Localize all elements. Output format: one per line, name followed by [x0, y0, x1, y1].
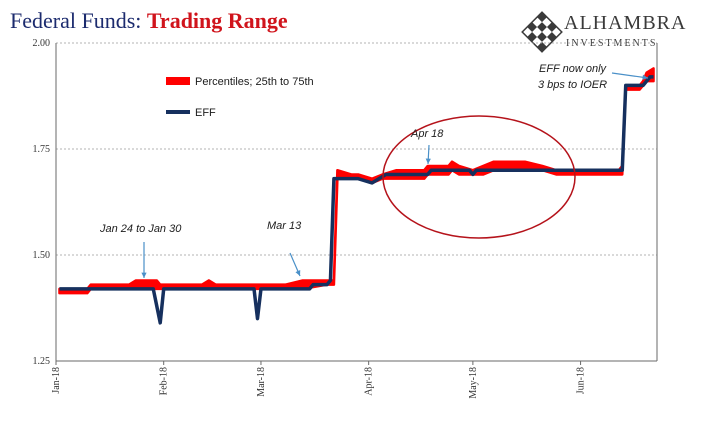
highlight-ellipse: [382, 115, 576, 239]
annotation-eff-now-line1: EFF now only: [539, 63, 608, 75]
annotation-mar13: Mar 13: [267, 220, 302, 232]
x-tick-label: Apr-18: [364, 367, 375, 396]
annotation-arrow-head: [642, 74, 648, 80]
x-tick-label: Feb-18: [159, 367, 170, 395]
page-title: Federal Funds: Trading Range: [10, 8, 288, 34]
x-tick-label: Mar-18: [256, 367, 267, 397]
y-tick-label: 1.50: [33, 250, 51, 261]
annotation-arrow-head: [295, 270, 301, 276]
legend-swatch-band: [166, 77, 190, 85]
annotation-eff-now-line2: 3 bps to IOER: [538, 79, 607, 91]
y-tick-label: 1.75: [33, 144, 51, 155]
annotation-arrow-line: [611, 72, 649, 79]
legend-label-eff: EFF: [195, 107, 216, 119]
x-tick-label: Jan-18: [51, 367, 62, 394]
logo-brand-text: ALHAMBRA: [564, 12, 687, 34]
title-part-1: Federal Funds:: [10, 8, 147, 33]
legend-label-band: Percentiles; 25th to 75th: [195, 76, 314, 88]
percentile-band: [58, 67, 655, 295]
annotation-arrow-head: [141, 272, 147, 278]
y-tick-label: 1.25: [33, 356, 51, 367]
logo-sub-text: INVESTMENTS: [566, 38, 658, 49]
annotation-apr18: Apr 18: [410, 128, 444, 140]
y-tick-label: 2.00: [33, 38, 51, 49]
annotation-arrow-head: [425, 158, 431, 164]
x-tick-label: Jun-18: [576, 367, 587, 394]
annotation-jan24-jan30: Jan 24 to Jan 30: [99, 223, 182, 235]
title-part-2: Trading Range: [146, 8, 288, 33]
diamond-lattice-icon: [521, 11, 563, 53]
x-tick-label: May-18: [468, 367, 479, 399]
alhambra-logo: ALHAMBRA INVESTMENTS: [520, 10, 700, 54]
